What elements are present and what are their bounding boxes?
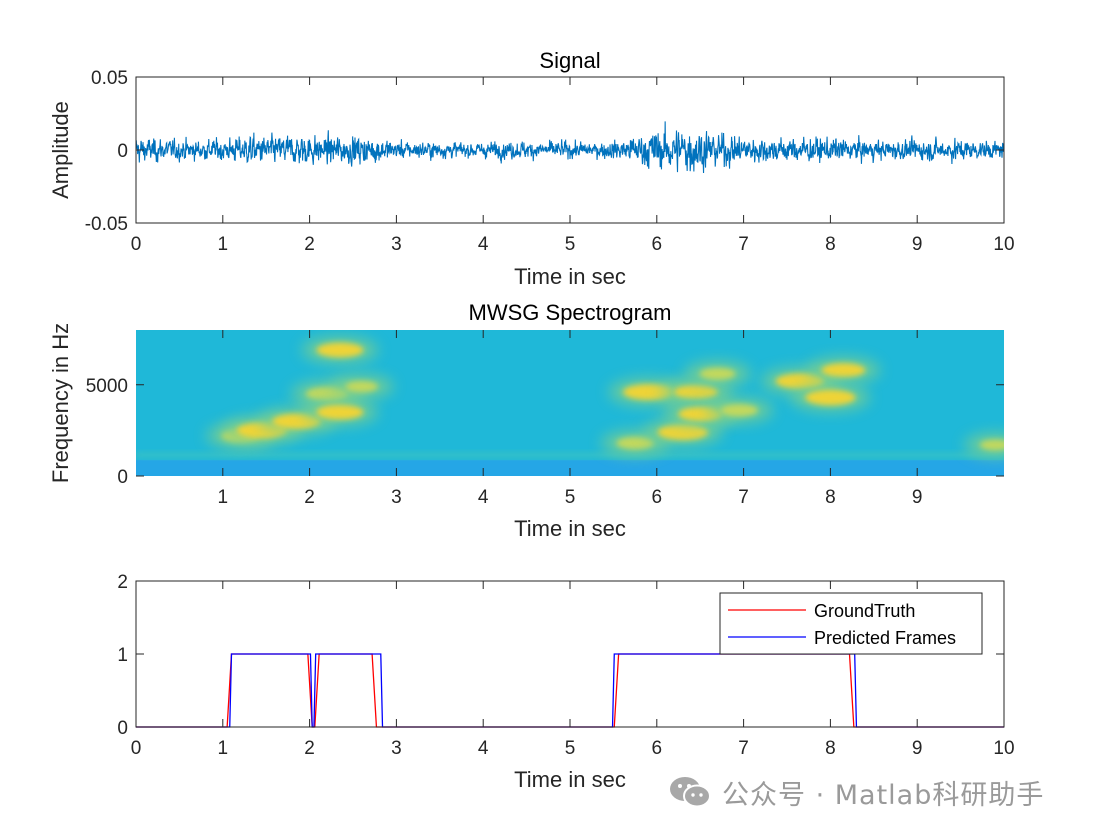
legend-box xyxy=(719,592,983,655)
frames-xtick-label: 5 xyxy=(565,738,576,759)
spectrogram-xtick-label: 7 xyxy=(738,487,749,508)
spectrogram-hum-band xyxy=(136,452,1004,458)
spectrogram-xtick-label: 2 xyxy=(304,487,315,508)
spectrogram-blob xyxy=(316,342,364,358)
spectrogram-blob xyxy=(821,363,866,378)
signal-title: Signal xyxy=(539,48,600,73)
frames-xtick-label: 3 xyxy=(391,738,402,759)
spectrogram-ytick-label: 0 xyxy=(117,467,128,488)
signal-ylabel: Amplitude xyxy=(48,101,73,199)
signal-xtick-label: 4 xyxy=(478,234,489,255)
frames-xtick-label: 10 xyxy=(993,738,1014,759)
spectrogram-blob xyxy=(805,389,856,406)
signal-ytick-label: 0 xyxy=(117,141,128,162)
signal-xtick-label: 2 xyxy=(304,234,315,255)
watermark: 公众号 · Matlab科研助手 xyxy=(668,770,1044,814)
spectrogram-xtick-label: 9 xyxy=(912,487,923,508)
frames-ytick-label: 2 xyxy=(117,572,128,593)
frames-ytick-label: 0 xyxy=(117,718,128,739)
signal-xtick-label: 0 xyxy=(131,234,142,255)
spectrogram-xtick-label: 1 xyxy=(218,487,229,508)
signal-xtick-label: 3 xyxy=(391,234,402,255)
spectrogram-xlabel: Time in sec xyxy=(514,516,626,541)
spectrogram-blob xyxy=(345,380,379,393)
spectrogram-blob xyxy=(979,439,1004,451)
frames-xtick-label: 9 xyxy=(912,738,923,759)
spectrogram-blob xyxy=(673,385,718,400)
legend-predicted-label: Predicted Frames xyxy=(814,628,956,648)
frames-xtick-label: 8 xyxy=(825,738,836,759)
signal-xtick-label: 8 xyxy=(825,234,836,255)
spectrogram-blob xyxy=(657,424,709,441)
predicted-line xyxy=(136,653,1004,728)
spectrogram-title: MWSG Spectrogram xyxy=(469,300,672,325)
frames-xtick-label: 4 xyxy=(478,738,489,759)
frames-xtick-label: 0 xyxy=(131,738,142,759)
frames-xtick-label: 1 xyxy=(218,738,229,759)
signal-xlabel: Time in sec xyxy=(514,264,626,289)
signal-xtick-label: 7 xyxy=(738,234,749,255)
frames-xtick-label: 2 xyxy=(304,738,315,759)
spectrogram-blob xyxy=(622,384,674,400)
signal-series-line xyxy=(136,121,1004,173)
spectrogram-blob xyxy=(699,367,736,380)
spectrogram-xtick-label: 5 xyxy=(565,487,576,508)
signal-xtick-label: 1 xyxy=(218,234,229,255)
wechat-icon xyxy=(670,777,711,808)
signal-xtick-label: 6 xyxy=(652,234,663,255)
signal-xtick-label: 5 xyxy=(565,234,576,255)
signal-plot: Signal Amplitude Time in sec 0 1 2 3 4 5 6 7 8 9 1… xyxy=(48,48,1015,289)
frames-plot: Time in sec 0 1 2 3 4 5 6 7 8 9 10 0 1 2 GroundTruth… xyxy=(117,572,1014,792)
frames-ytick-label: 1 xyxy=(117,645,128,666)
signal-xtick-label: 9 xyxy=(912,234,923,255)
spectrogram-xtick-label: 3 xyxy=(391,487,402,508)
spectrogram-blob xyxy=(775,373,825,389)
spectrogram-plot: MWSG Spectrogram Frequency in Hz Time in… xyxy=(48,300,1004,541)
spectrogram-xtick-label: 4 xyxy=(478,487,489,508)
frames-xtick-label: 7 xyxy=(738,738,749,759)
frames-xlabel: Time in sec xyxy=(514,767,626,792)
frames-xtick-label: 6 xyxy=(652,738,663,759)
spectrogram-xtick-label: 6 xyxy=(652,487,663,508)
signal-ytick-label: -0.05 xyxy=(85,214,128,235)
signal-xtick-label: 10 xyxy=(993,234,1014,255)
groundtruth-line xyxy=(136,653,1004,728)
spectrogram-blob xyxy=(720,404,759,417)
spectrogram-blob xyxy=(316,404,364,420)
spectrogram-ylabel: Frequency in Hz xyxy=(48,323,73,483)
signal-ytick-label: 0.05 xyxy=(91,68,128,89)
legend: GroundTruth Predicted Frames xyxy=(719,592,983,655)
spectrogram-blob xyxy=(616,436,654,450)
spectrogram-xtick-label: 8 xyxy=(825,487,836,508)
legend-groundtruth-label: GroundTruth xyxy=(814,601,915,621)
spectrogram-ytick-label: 5000 xyxy=(86,376,128,397)
watermark-text: 公众号 · Matlab科研助手 xyxy=(722,779,1045,811)
